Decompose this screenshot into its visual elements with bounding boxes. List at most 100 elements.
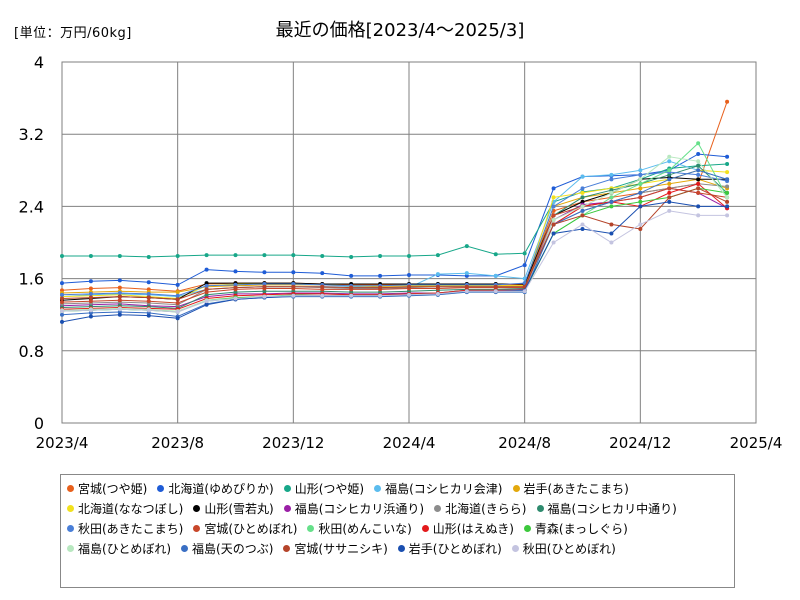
y-tick-label: 0.8	[19, 342, 44, 361]
data-point	[88, 291, 93, 296]
series-4	[60, 159, 730, 299]
legend-label: 宮城(ひとめぼれ)	[204, 521, 298, 536]
data-point	[551, 217, 556, 222]
data-point	[551, 231, 556, 236]
series-6	[60, 168, 730, 301]
data-point	[551, 213, 556, 218]
legend-marker	[157, 484, 165, 492]
data-point	[667, 208, 672, 213]
data-point	[493, 284, 498, 289]
x-tick-label: 2024/4	[383, 434, 436, 452]
data-point	[638, 195, 643, 200]
chart-legend: 宮城(つや姫) 北海道(ゆめぴりか) 山形(つや姫) 福島(コシヒカリ会津) 岩手(あき…	[60, 474, 735, 588]
data-point	[262, 294, 267, 299]
data-point	[349, 254, 354, 259]
legend-item: 福島(コシヒカリ会津)	[374, 480, 503, 496]
data-point	[407, 292, 411, 297]
data-point	[60, 281, 64, 286]
y-tick-label: 2.4	[19, 197, 44, 216]
legend-item: 北海道(きらら)	[434, 500, 527, 516]
data-point	[696, 181, 701, 186]
legend-item: 岩手(ひとめぼれ)	[397, 540, 502, 556]
data-point	[667, 190, 672, 195]
legend-item: 山形(はえぬき)	[421, 520, 514, 536]
data-point	[175, 282, 180, 287]
x-tick-label: 2023/12	[262, 434, 324, 452]
data-point	[320, 271, 325, 276]
legend-marker	[67, 484, 74, 492]
data-point	[725, 190, 730, 195]
data-point	[233, 285, 238, 290]
data-point	[117, 298, 122, 303]
price-line-chart: 0 0.8 1.6 2.4 3.2 4 2023/4 2023/8 2023/12 2024/4 2…	[19, 53, 783, 452]
legend-label: 北海道(きらら)	[445, 501, 527, 516]
series-line	[62, 163, 728, 258]
data-point	[117, 291, 122, 296]
legend-marker	[511, 544, 519, 552]
data-point	[320, 284, 325, 289]
data-point	[638, 172, 643, 177]
legend-marker	[307, 524, 315, 532]
data-point	[725, 170, 730, 175]
data-point	[551, 240, 556, 245]
data-point	[378, 273, 383, 278]
data-point	[667, 181, 672, 186]
legend-label: 山形(雪若丸)	[204, 501, 274, 516]
y-tick-label: 3.2	[19, 125, 44, 144]
legend-item: 福島(コシヒカリ中通り)	[536, 500, 677, 516]
data-point	[175, 316, 180, 321]
data-point	[464, 271, 469, 276]
data-point	[696, 186, 701, 191]
legend-item: 福島(コシヒカリ浜通り)	[283, 500, 424, 516]
legend-item: 宮城(つや姫)	[67, 480, 147, 496]
data-point	[146, 299, 151, 304]
legend-marker	[536, 504, 544, 512]
data-point	[725, 195, 730, 200]
data-point	[262, 270, 267, 275]
data-point	[117, 254, 122, 259]
data-point	[117, 307, 122, 312]
data-point	[696, 141, 701, 146]
legend-item: 福島(天のつぶ)	[181, 540, 273, 556]
data-point	[146, 308, 151, 313]
legend-label: 福島(コシヒカリ中通り)	[547, 501, 677, 516]
data-point	[725, 213, 730, 218]
data-point	[407, 254, 411, 259]
data-point	[233, 269, 238, 274]
data-point	[667, 168, 672, 173]
data-point	[88, 295, 93, 300]
series-line	[61, 187, 728, 304]
legend-label: 山形(はえぬき)	[432, 521, 514, 536]
data-point	[580, 222, 585, 227]
data-point	[580, 208, 585, 213]
data-point	[349, 293, 354, 298]
data-point	[609, 199, 614, 204]
data-point	[609, 240, 614, 245]
data-point	[60, 254, 64, 259]
data-point	[667, 186, 672, 191]
data-point	[435, 291, 440, 296]
legend-marker	[283, 544, 291, 552]
legend-marker	[421, 524, 429, 532]
data-point	[204, 267, 209, 272]
data-point	[725, 99, 730, 104]
data-point	[638, 181, 643, 186]
x-tick-label: 2023/4	[36, 434, 89, 452]
data-point	[349, 273, 354, 278]
legend-item: 秋田(あきたこまち)	[67, 520, 183, 536]
data-point	[725, 199, 730, 204]
legend-marker	[283, 504, 291, 512]
legend-label: 岩手(あきたこまち)	[523, 481, 629, 496]
data-point	[117, 285, 122, 290]
y-tick-label: 4	[34, 53, 44, 72]
data-point	[493, 273, 498, 278]
data-point	[696, 159, 701, 164]
data-point	[725, 154, 730, 159]
data-point	[638, 199, 643, 204]
data-point	[291, 293, 296, 298]
data-point	[349, 285, 354, 290]
data-point	[522, 289, 527, 294]
x-tick-label: 2024/12	[609, 434, 671, 452]
data-point	[638, 222, 643, 227]
data-point	[175, 309, 180, 314]
